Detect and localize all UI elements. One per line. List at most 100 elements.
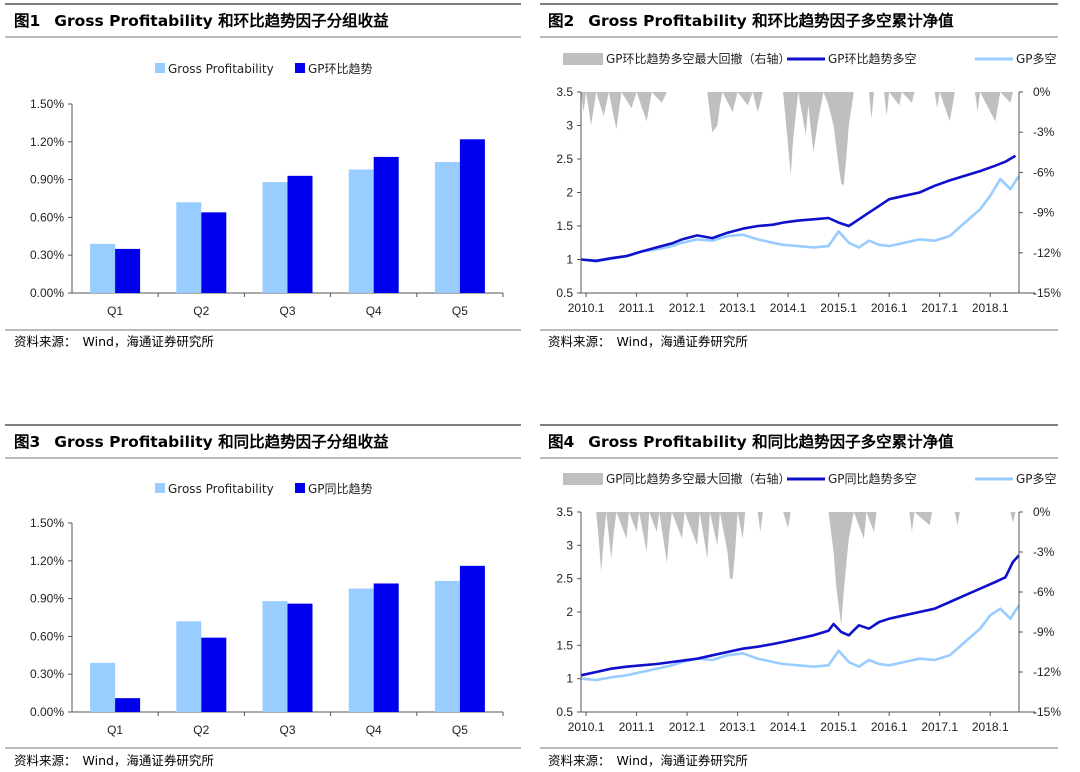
- x-tick-label: Q5: [452, 723, 468, 737]
- y-tick-label: 1.5: [556, 219, 573, 233]
- fig2-line-chart: GP环比趋势多空最大回撤（右轴） GP环比趋势多空 GP多空 0.5 1 1.5 2 2.5 3…: [556, 51, 1061, 315]
- bar-Q3-series-2: [287, 175, 313, 293]
- legend-swatch-drawdown: [563, 53, 603, 65]
- y-tick-label: 3: [566, 538, 573, 552]
- panel3-source: 资料来源： Wind，海通证券研究所: [14, 753, 214, 768]
- y2-tick-label: 0%: [1033, 505, 1051, 519]
- y-tick-label: 0.90%: [30, 173, 64, 187]
- x-tick-label: Q4: [366, 304, 382, 318]
- x-tick-label: 2016.1: [871, 720, 908, 734]
- fig3-bar-chart: Gross Profitability GP同比趋势 0.00% 0.30% 0.60%…: [30, 482, 504, 737]
- bar-Q1-series-2: [115, 248, 141, 293]
- legend-label-trend: GP同比趋势多空: [828, 472, 917, 486]
- fig1-title: 图1 Gross Profitability 和环比趋势因子分组收益: [14, 11, 389, 30]
- trend-series-line: [580, 554, 1020, 677]
- x-tick-label: 2015.1: [820, 720, 857, 734]
- y-tick-label: 3: [566, 119, 573, 133]
- x-tick-label: Q5: [452, 304, 468, 318]
- y-tick-label: 1.20%: [30, 135, 64, 149]
- panel4-source: 资料来源： Wind，海通证券研究所: [548, 753, 748, 768]
- y-tick-label: 0.00%: [30, 705, 64, 719]
- y-tick-label: 1.50%: [30, 97, 64, 111]
- fig3-title: 图3 Gross Profitability 和同比趋势因子分组收益: [14, 432, 389, 451]
- legend-swatch-series-1: [155, 63, 165, 73]
- y-tick-label: 1.20%: [30, 554, 64, 568]
- x-tick-label: 2013.1: [719, 720, 756, 734]
- y-tick-label: 1.50%: [30, 516, 64, 530]
- x-tick-label: 2016.1: [871, 301, 908, 315]
- y2-tick-label: -15%: [1033, 705, 1061, 719]
- fig1-bar-chart: Gross Profitability GP环比趋势 0.00% 0.30% 0.60%…: [30, 62, 504, 318]
- x-tick-label: 2013.1: [719, 301, 756, 315]
- legend-label-gp: GP多空: [1016, 472, 1057, 486]
- y2-tick-label: -6%: [1033, 585, 1055, 599]
- legend-swatch-series-2: [295, 483, 305, 493]
- y-tick-label: 0.30%: [30, 248, 64, 262]
- bar-Q2-series-2: [201, 637, 227, 712]
- fig4-line-chart: GP同比趋势多空最大回撤（右轴） GP同比趋势多空 GP多空 0.5 1 1.5 2 2.5 3…: [556, 471, 1061, 734]
- legend-swatch-series-1: [155, 483, 165, 493]
- y-tick-label: 0.90%: [30, 592, 64, 606]
- x-tick-label: 2017.1: [921, 301, 958, 315]
- bar-Q5-series-2: [459, 139, 485, 293]
- x-tick-label: 2012.1: [669, 301, 706, 315]
- legend-label-drawdown: GP环比趋势多空最大回撤（右轴）: [606, 51, 791, 66]
- y2-tick-label: -12%: [1033, 246, 1061, 260]
- bar-Q2-series-2: [201, 212, 227, 293]
- bar-Q2-series-1: [176, 621, 202, 712]
- drawdown-area: [581, 92, 1019, 186]
- legend-label-series-1: Gross Profitability: [168, 62, 274, 76]
- legend-swatch-series-2: [295, 63, 305, 73]
- legend-label-series-2: GP环比趋势: [308, 62, 373, 76]
- y-tick-label: 0.60%: [30, 210, 64, 224]
- bar-Q4-series-1: [348, 588, 374, 712]
- y2-tick-label: -9%: [1033, 206, 1055, 220]
- x-tick-label: 2018.1: [972, 301, 1009, 315]
- legend-label-series-1: Gross Profitability: [168, 482, 274, 496]
- y-tick-label: 3.5: [556, 85, 573, 99]
- legend-label-drawdown: GP同比趋势多空最大回撤（右轴）: [606, 471, 791, 486]
- y2-tick-label: -3%: [1033, 125, 1055, 139]
- legend-label-gp: GP多空: [1016, 52, 1057, 66]
- trend-series-line: [580, 154, 1017, 263]
- x-tick-label: 2017.1: [921, 720, 958, 734]
- bar-Q5-series-2: [459, 565, 485, 712]
- x-tick-label: Q1: [107, 723, 123, 737]
- y-tick-label: 2.5: [556, 572, 573, 586]
- y2-tick-label: -9%: [1033, 625, 1055, 639]
- y2-tick-label: -3%: [1033, 545, 1055, 559]
- bar-Q3-series-1: [262, 182, 288, 293]
- bar-Q4-series-2: [373, 156, 399, 293]
- fig4-title: 图4 Gross Profitability 和同比趋势因子多空累计净值: [548, 432, 954, 451]
- y-tick-label: 3.5: [556, 505, 573, 519]
- y-tick-label: 2: [566, 186, 573, 200]
- x-tick-label: Q2: [193, 723, 209, 737]
- bar-Q3-series-2: [287, 603, 313, 712]
- gp-series-line: [580, 175, 1021, 263]
- x-tick-label: 2015.1: [820, 301, 857, 315]
- y-tick-label: 2.5: [556, 152, 573, 166]
- bar-Q3-series-1: [262, 601, 288, 712]
- x-tick-label: 2010.1: [568, 301, 605, 315]
- y-tick-label: 0.5: [556, 705, 573, 719]
- bar-Q5-series-1: [434, 580, 460, 712]
- y-tick-label: 1: [566, 253, 573, 267]
- bar-Q2-series-1: [176, 202, 202, 293]
- y-tick-label: 0.60%: [30, 629, 64, 643]
- y2-tick-label: -12%: [1033, 665, 1061, 679]
- bar-Q4-series-2: [373, 583, 399, 712]
- panel1-source: 资料来源： Wind，海通证券研究所: [14, 334, 214, 349]
- y2-tick-label: -6%: [1033, 165, 1055, 179]
- x-tick-label: Q3: [279, 723, 295, 737]
- panel2-source: 资料来源： Wind，海通证券研究所: [548, 334, 748, 349]
- x-tick-label: Q2: [193, 304, 209, 318]
- y-tick-label: 0.00%: [30, 286, 64, 300]
- y2-tick-label: 0%: [1033, 85, 1051, 99]
- y-tick-label: 2: [566, 605, 573, 619]
- x-tick-label: 2011.1: [619, 720, 655, 734]
- bar-Q1-series-1: [90, 243, 116, 293]
- x-tick-label: 2014.1: [770, 301, 807, 315]
- y-tick-label: 0.30%: [30, 667, 64, 681]
- y2-tick-label: -15%: [1033, 286, 1061, 300]
